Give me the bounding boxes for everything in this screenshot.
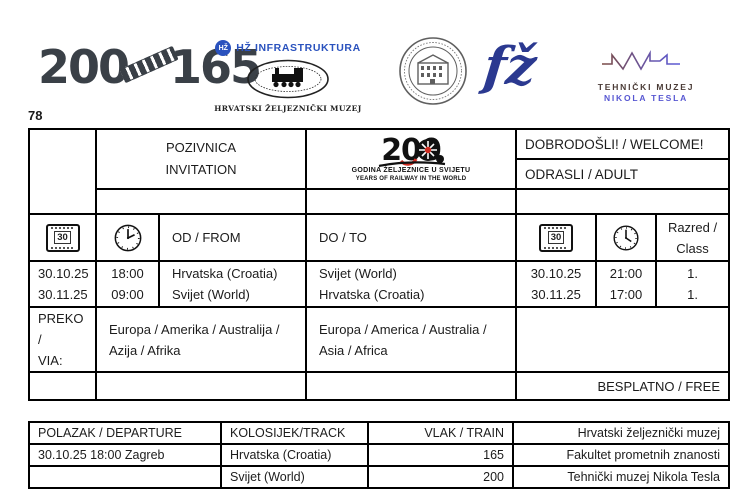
clock-icon: [613, 224, 639, 251]
calendar-icon: 30: [45, 223, 80, 252]
cell-do-to-header: DO / TO: [305, 213, 517, 262]
date-out-row1: 30.10.25: [38, 266, 89, 281]
tesla-museum-logo: TEHNIČKI MUZEJ NIKOLA TESLA: [596, 48, 696, 103]
calendar-icon: 30: [539, 223, 573, 252]
departure-table: POLAZAK / DEPARTURE KOLOSIJEK/TRACK VLAK…: [28, 421, 730, 489]
anniversary-200-text: 200: [38, 40, 130, 94]
cell-invitation-title: POZIVNICA INVITATION: [95, 128, 307, 190]
from-row2: Svijet (World): [172, 287, 250, 302]
cell-classes: 1. 1.: [654, 260, 731, 308]
cell-adult: ODRASLI / ADULT: [514, 158, 731, 190]
tesla-museum-name-line2: NIKOLA TESLA: [603, 93, 689, 103]
cell-via-en: Europa / America / Australia / Asia / Af…: [305, 306, 517, 373]
organizer-2: Fakultet prometnih znanosti: [512, 443, 730, 467]
cell-time-ret-header: [595, 213, 657, 262]
cell-blank-bottom-2: [95, 371, 307, 401]
header-kolosijek: KOLOSIJEK/TRACK: [220, 421, 369, 445]
departure-row: 30.10.25 18:00 Zagreb Hrvatska (Croatia)…: [28, 443, 730, 467]
cell-blank-bottom-3: [305, 371, 517, 401]
time-ret-row2: 17:00: [609, 287, 643, 302]
logo-200-caption-hr: GODINA ŽELJEZNICE U SVIJETU: [351, 167, 471, 174]
cell-200-years-logo: 200 GODINA ŽELJEZNICE U SVIJETU YEARS OF…: [305, 128, 517, 190]
page-number: 78: [28, 108, 43, 123]
cell-dates-out: 30.10.25 30.11.25: [28, 260, 97, 308]
cell-od-from-header: OD / FROM: [158, 213, 307, 262]
date-ret-row1: 30.10.25: [530, 266, 582, 281]
time-ret-row1: 21:00: [609, 266, 643, 281]
departure-vlak: 200: [367, 465, 514, 489]
date-out-row2: 30.11.25: [38, 287, 88, 302]
organizer-3: Tehnički muzej Nikola Tesla: [512, 465, 730, 489]
cell-to: Svijet (World) Hrvatska (Croatia): [305, 260, 517, 308]
logo-200-caption-en: YEARS OF RAILWAY IN THE WORLD: [355, 176, 467, 182]
hz-infrastruktura-title: HŽ INFRASTRUKTURA: [236, 42, 361, 54]
from-row1: Hrvatska (Croatia): [172, 266, 278, 281]
time-out-row1: 18:00: [111, 266, 144, 281]
cell-times-out: 18:00 09:00: [95, 260, 160, 308]
railway-museum-caption: HRVATSKI ŽELJEZNIČKI MUZEJ: [214, 104, 362, 113]
hz-badge-icon: HŽ: [215, 40, 232, 56]
cell-blank-mid-left: [95, 188, 307, 215]
time-out-row2: 09:00: [111, 287, 144, 302]
departure-kolosijek: Hrvatska (Croatia): [220, 443, 369, 467]
cell-via-hr: Europa / Amerika / Australija / Azija / …: [95, 306, 307, 373]
header-polazak: POLAZAK / DEPARTURE: [28, 421, 222, 445]
title-hr: POZIVNICA: [165, 140, 237, 155]
departure-vlak: 165: [367, 443, 514, 467]
cell-free: BESPLATNO / FREE: [514, 371, 731, 401]
railway-museum-seal-icon: [213, 59, 363, 104]
departure-kolosijek: Svijet (World): [220, 465, 369, 489]
fpz-faculty-logo: fž: [480, 36, 540, 97]
cell-date-ret-header: 30: [515, 213, 597, 262]
class-row2: 1.: [687, 287, 698, 302]
departure-polazak: [28, 465, 222, 489]
cell-times-ret: 21:00 17:00: [595, 260, 657, 308]
cell-welcome: DOBRODOŠLI! / WELCOME!: [514, 128, 731, 160]
cell-date-out-header: 30: [28, 213, 97, 262]
departure-row: Svijet (World) 200 Tehnički muzej Nikola…: [28, 465, 730, 489]
cell-blank-mid-right: [514, 188, 731, 215]
header-logo-strip: 200 165 HŽ HŽ INFRASTRUKTURA HRVATSKI ŽE…: [0, 0, 754, 113]
to-row1: Svijet (World): [319, 266, 397, 281]
cell-time-out-header: [95, 213, 160, 262]
date-ret-row2: 30.11.25: [531, 287, 581, 302]
clock-icon: [114, 224, 141, 251]
tesla-museum-name-line1: TEHNIČKI MUZEJ: [597, 82, 695, 92]
cell-via-label: PREKO / VIA:: [28, 306, 97, 373]
invitation-ticket-table: POZIVNICA INVITATION 200 GODINA ŽELJEZNI: [28, 128, 731, 401]
cell-blank-bottom-1: [28, 371, 97, 401]
tesla-zigzag-icon: [602, 49, 680, 71]
cell-blank-via-right: [514, 306, 731, 373]
departure-header-row: POLAZAK / DEPARTURE KOLOSIJEK/TRACK VLAK…: [28, 421, 730, 445]
title-en: INVITATION: [165, 162, 237, 177]
university-of-zagreb-seal-icon: [398, 36, 468, 111]
cell-dates-ret: 30.10.25 30.11.25: [515, 260, 597, 308]
cell-class-header: Razred / Class: [654, 213, 731, 262]
cell-blank-left: [28, 128, 97, 215]
hz-infrastruktura-logo: HŽ HŽ INFRASTRUKTURA HRVATSKI ŽELJEZNIČK…: [213, 40, 363, 113]
header-vlak: VLAK / TRAIN: [367, 421, 514, 445]
organizer-1: Hrvatski željeznički muzej: [512, 421, 730, 445]
cell-from: Hrvatska (Croatia) Svijet (World): [158, 260, 307, 308]
cell-blank-mid-center: [305, 188, 517, 215]
to-row2: Hrvatska (Croatia): [319, 287, 425, 302]
class-row1: 1.: [687, 266, 698, 281]
railway-200-years-logo: 200 GODINA ŽELJEZNICE U SVIJETU YEARS OF…: [336, 135, 486, 183]
departure-polazak: 30.10.25 18:00 Zagreb: [28, 443, 222, 467]
logo-200-number: 200: [381, 133, 442, 168]
